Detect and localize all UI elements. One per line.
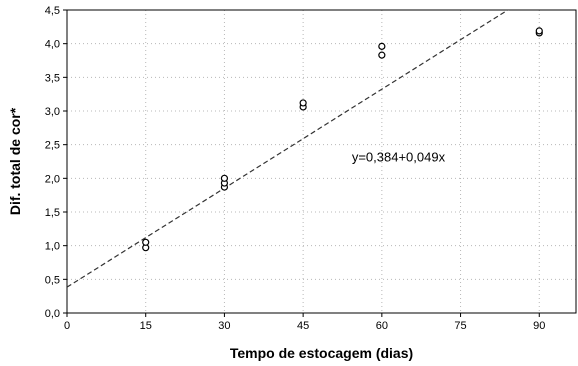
x-axis-label: Tempo de estocagem (dias) bbox=[230, 345, 413, 361]
data-point-0-1 bbox=[142, 238, 150, 246]
y-axis-label: Dif. total de cor* bbox=[7, 107, 23, 215]
y-tick-label-5: 2,5 bbox=[45, 140, 60, 152]
x-tick-label-60: 60 bbox=[376, 320, 388, 332]
y-tick-label-9: 4,5 bbox=[45, 5, 60, 17]
regression-equation: y=0,384+0,049x bbox=[352, 150, 446, 165]
x-tick-label-15: 15 bbox=[140, 320, 152, 332]
data-point-0-8 bbox=[378, 42, 386, 50]
y-tick-label-6: 3,0 bbox=[45, 106, 60, 118]
plot-area-frame bbox=[66, 9, 577, 314]
data-points bbox=[142, 27, 543, 252]
x-tick-label-0: 0 bbox=[64, 320, 70, 332]
x-tick-label-45: 45 bbox=[297, 320, 309, 332]
x-tick-label-90: 90 bbox=[533, 320, 545, 332]
y-tick-label-1: 0,5 bbox=[45, 274, 60, 286]
x-tick-labels: 0 15 30 45 60 75 90 bbox=[64, 313, 545, 332]
y-tick-label-7: 3,5 bbox=[45, 72, 60, 84]
grid-lines bbox=[67, 9, 576, 313]
data-point-0-10 bbox=[535, 27, 543, 35]
data-point-0-6 bbox=[299, 99, 307, 107]
regression-line bbox=[67, 10, 509, 288]
y-tick-label-3: 1,5 bbox=[45, 207, 60, 219]
data-point-0-4 bbox=[220, 174, 229, 182]
y-tick-label-0: 0,0 bbox=[45, 308, 60, 320]
data-point-0-7 bbox=[378, 51, 386, 59]
y-tick-label-8: 4,0 bbox=[45, 39, 60, 51]
x-tick-label-30: 30 bbox=[218, 320, 230, 332]
y-tick-labels: 0,0 0,5 1,0 1,5 2,0 2,5 3,0 3,5 4,0 4,5 bbox=[45, 5, 67, 320]
x-tick-label-75: 75 bbox=[454, 320, 466, 332]
y-tick-label-2: 1,0 bbox=[45, 241, 60, 253]
y-tick-label-4: 2,0 bbox=[45, 173, 60, 185]
